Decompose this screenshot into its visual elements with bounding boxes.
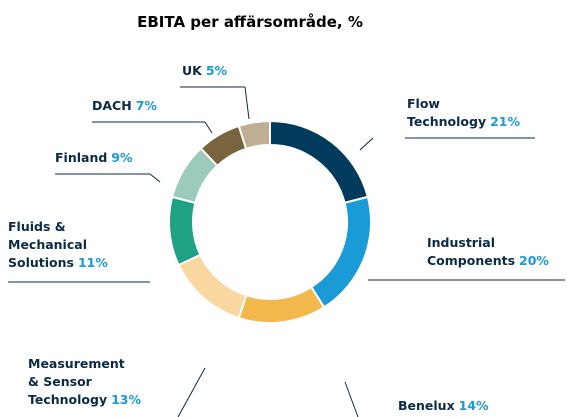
label-line: Technology — [407, 114, 486, 129]
value-label: 20% — [519, 253, 549, 268]
label-line: Mechanical — [8, 237, 87, 252]
donut-segment — [269, 119, 370, 205]
label-line: Technology — [28, 392, 107, 407]
leader-line — [359, 137, 374, 151]
label-line: Flow — [407, 96, 440, 111]
category-label: Benelux — [398, 398, 455, 413]
label-line: Solutions — [8, 255, 74, 270]
value-label: 5% — [206, 63, 228, 78]
leader-line — [149, 173, 161, 183]
value-label: 14% — [459, 398, 489, 413]
label-line: Finland — [55, 150, 107, 165]
category-label: Measurement & Sensor Technology — [28, 356, 125, 407]
label-line: Measurement — [28, 356, 125, 371]
value-label: 13% — [111, 392, 141, 407]
label-line: Fluids & — [8, 219, 66, 234]
label-line: Industrial — [427, 235, 495, 250]
label-line: Benelux — [398, 398, 455, 413]
donut-segment — [168, 195, 202, 267]
leader-line — [344, 381, 359, 417]
label-line: & Sensor — [28, 374, 93, 389]
leader-line — [204, 121, 213, 134]
leader-line — [177, 367, 206, 417]
value-label: 11% — [78, 255, 108, 270]
donut-segment — [177, 253, 248, 320]
donut-segment — [309, 195, 372, 309]
value-label: 7% — [136, 98, 158, 113]
donut-segment — [237, 119, 271, 151]
category-label: UK — [182, 63, 203, 78]
label-line: UK — [182, 63, 203, 78]
category-label: Fluids & Mechanical Solutions — [8, 219, 87, 270]
label-line: Components — [427, 253, 515, 268]
donut-segment — [237, 285, 326, 324]
leader-line — [244, 86, 250, 120]
category-label: Flow Technology — [407, 96, 486, 129]
chart-title: EBITA per affärsområde, % — [137, 13, 363, 31]
category-label: Industrial Components — [427, 235, 515, 268]
label-line: DACH — [92, 98, 132, 113]
value-label: 21% — [490, 114, 520, 129]
category-label: Finland — [55, 150, 107, 165]
category-label: DACH — [92, 98, 132, 113]
value-label: 9% — [111, 150, 133, 165]
